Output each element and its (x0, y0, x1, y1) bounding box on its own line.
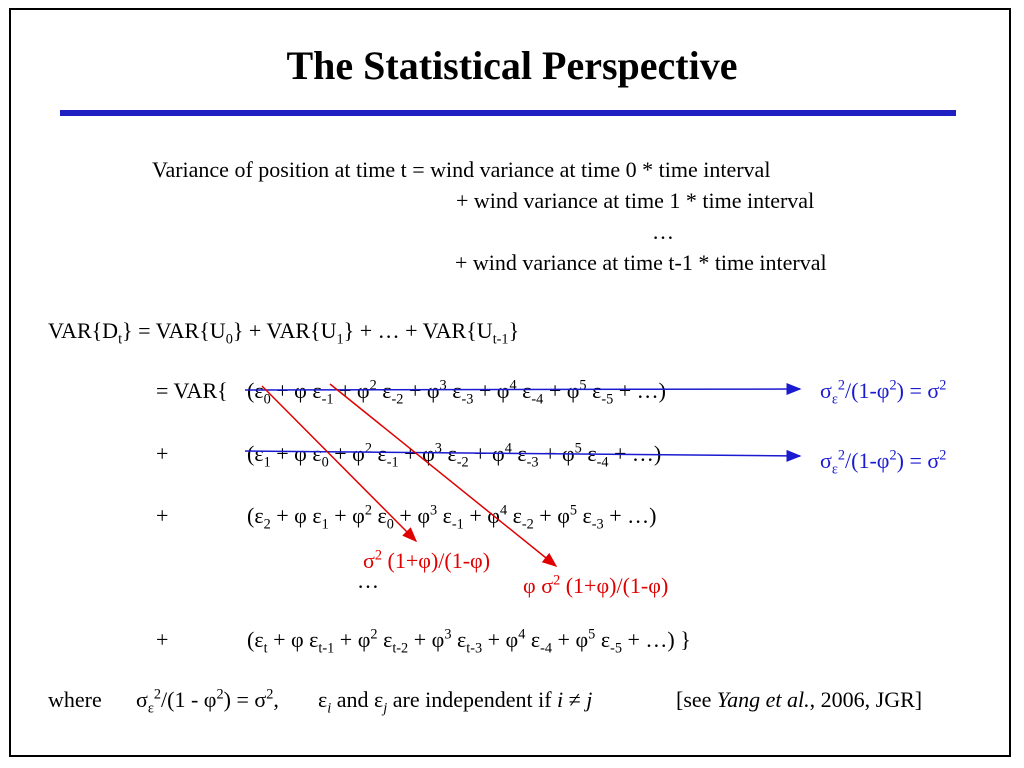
variance-line-ellipsis: … (652, 219, 674, 244)
variance-line-2: + wind variance at time 1 * time interva… (456, 188, 815, 213)
row4-prefix: + (156, 627, 169, 652)
footer-citation: [see Yang et al., 2006, JGR] (676, 687, 923, 712)
slide-title: The Statistical Perspective (286, 43, 738, 88)
slide-frame (9, 8, 1011, 757)
rows-ellipsis: … (357, 568, 379, 593)
blue-annotation-2: σε2/(1-φ2) = σ2 (820, 447, 947, 478)
row4-series: (εt + φ εt-1 + φ2 εt-2 + φ3 εt-3 + φ4 ε-… (247, 626, 691, 657)
blue-annotation-1: σε2/(1-φ2) = σ2 (820, 377, 947, 408)
blue-arrow-1 (244, 383, 802, 396)
row2-prefix: + (156, 441, 169, 466)
footer-formula: σε2/(1 - φ2) = σ2, (136, 686, 279, 717)
footer-independence: εi and εj are independent if i ≠ j (318, 687, 593, 717)
title-underline (60, 110, 956, 116)
variance-line-1: Variance of position at time t = wind va… (152, 157, 771, 182)
variance-line-4: + wind variance at time t-1 * time inter… (455, 250, 827, 275)
row1-prefix: = VAR{ (156, 378, 228, 403)
red-annotation-1: σ2 (1+φ)/(1-φ) (363, 547, 491, 573)
row3-prefix: + (156, 503, 169, 528)
red-arrow-1 (261, 385, 418, 543)
red-annotation-2: φ σ2 (1+φ)/(1-φ) (523, 572, 669, 598)
footer-where: where (48, 687, 102, 712)
blue-arrow-2 (244, 449, 802, 462)
var-equation: VAR{Dt} = VAR{U0} + VAR{U1} + … + VAR{Ut… (48, 318, 520, 348)
red-arrow-2 (329, 383, 558, 567)
row3-series: (ε2 + φ ε1 + φ2 ε0 + φ3 ε-1 + φ4 ε-2 + φ… (247, 502, 657, 533)
